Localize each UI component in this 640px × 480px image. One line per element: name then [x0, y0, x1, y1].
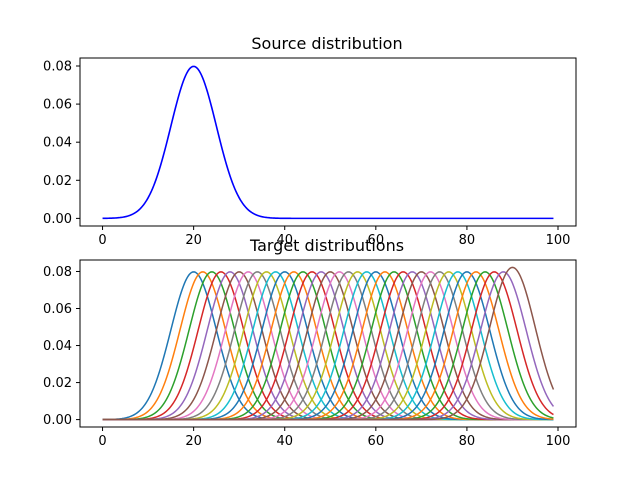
target-series-layer	[102, 266, 555, 421]
source-y-tick-label: 0.02	[43, 174, 72, 189]
source-series-line	[102, 65, 554, 220]
target-y-tick-label: 0.08	[43, 265, 72, 280]
target-y-tick-label: 0.00	[43, 413, 72, 428]
source-y-tick-label: 0.04	[43, 136, 72, 151]
source-y-tick-label: 0.06	[43, 98, 72, 113]
target-ticks: 0 20 40 60 80 100 0.00 0.02 0.04 0.06 0.08	[43, 265, 570, 449]
target-x-tick-label: 100	[546, 434, 571, 449]
target-x-tick-label: 40	[276, 434, 293, 449]
source-y-tick-label: 0.08	[43, 60, 72, 75]
target-y-tick-label: 0.06	[43, 302, 72, 317]
source-x-tick-label: 60	[368, 233, 385, 248]
target-axes-frame	[79, 259, 577, 428]
target-x-tick-label: 60	[368, 434, 385, 449]
target-y-tick-label: 0.04	[43, 339, 72, 354]
target-distributions-panel: Target distributions 0 20 40 60 80 100 0.00 0.0…	[43, 236, 577, 449]
target-x-tick-label: 80	[459, 434, 476, 449]
source-x-tick-label: 20	[185, 233, 202, 248]
source-distribution-panel: Source distribution 0 20 40 60 80 100 0.00 0.02…	[43, 34, 577, 249]
target-y-tick-label: 0.02	[43, 376, 72, 391]
target-title: Target distributions	[249, 236, 404, 255]
target-x-tick-label: 20	[185, 434, 202, 449]
source-y-tick-label: 0.00	[43, 212, 72, 227]
source-title: Source distribution	[251, 34, 402, 53]
source-series-layer	[102, 65, 554, 220]
source-x-tick-label: 80	[459, 233, 476, 248]
source-x-tick-label: 40	[276, 233, 293, 248]
source-ticks: 0 20 40 60 80 100 0.00 0.02 0.04 0.06 0.08	[43, 60, 570, 249]
target-x-tick-label: 0	[98, 434, 106, 449]
source-x-tick-label: 0	[98, 233, 106, 248]
source-x-tick-label: 100	[546, 233, 571, 248]
target-series-line	[102, 266, 555, 421]
